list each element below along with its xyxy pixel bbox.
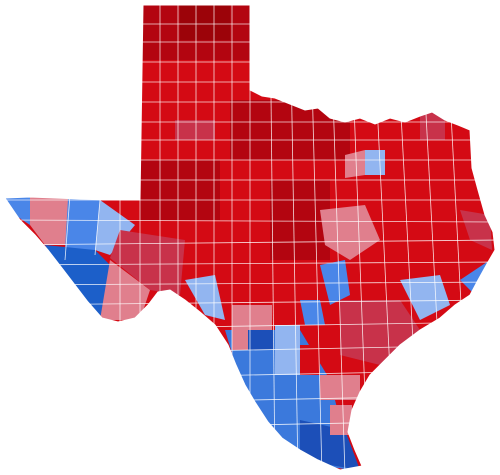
region-mid bbox=[175, 120, 215, 140]
region-dark bbox=[230, 100, 350, 160]
region-lightblue bbox=[365, 150, 385, 175]
region-lightblue bbox=[400, 275, 450, 320]
region-darkblue bbox=[248, 330, 274, 350]
region-mid bbox=[110, 230, 185, 295]
region-pink bbox=[330, 405, 352, 435]
region-darker bbox=[180, 5, 230, 40]
region-dark bbox=[270, 180, 330, 260]
region-pink bbox=[100, 260, 150, 320]
region-blue bbox=[65, 198, 100, 255]
region-lightblue bbox=[95, 200, 135, 255]
region-pink bbox=[320, 205, 380, 260]
region-pink bbox=[320, 375, 360, 400]
region-red bbox=[300, 345, 320, 375]
region-blue bbox=[45, 245, 110, 320]
region-dark bbox=[140, 160, 220, 220]
region-pink bbox=[345, 150, 365, 178]
state-outline bbox=[4, 4, 496, 471]
region-blue bbox=[5, 190, 30, 225]
region-blue bbox=[320, 260, 350, 305]
region-lightblue bbox=[185, 275, 225, 320]
region-mid bbox=[340, 300, 420, 365]
region-blue bbox=[300, 300, 325, 325]
